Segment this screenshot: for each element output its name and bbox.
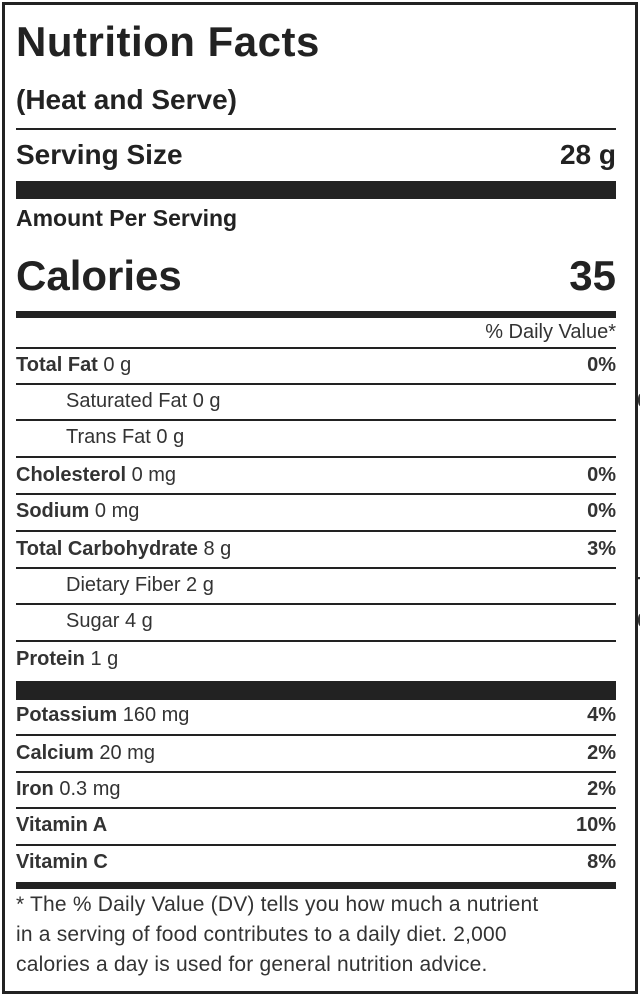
- nutrient-row: Total Carbohydrate 8 g 3%: [16, 534, 616, 564]
- nutrient-name: Protein: [16, 648, 85, 670]
- nutrient-row: Saturated Fat 0 g 0%: [16, 386, 640, 416]
- nutrient-amount: 8 g: [203, 538, 232, 560]
- daily-value: 10%: [575, 814, 616, 836]
- nutrient-name: Dietary Fiber: [66, 574, 181, 596]
- nutrient-name: Total Fat: [16, 354, 98, 376]
- nutrient-amount: 0 g: [103, 354, 132, 376]
- calories-value: 35: [569, 252, 616, 299]
- nutrient-amount: 160 mg: [122, 704, 190, 726]
- rule: [16, 640, 616, 642]
- nutrient-name: Total Carbohydrate: [16, 538, 198, 560]
- nutrient-amount: 0.3 mg: [59, 778, 121, 800]
- footnote-line: in a serving of food contributes to a da…: [16, 923, 507, 946]
- daily-value: 0%: [637, 606, 640, 636]
- nutrient-amount: 0 g: [192, 390, 221, 412]
- daily-value: 3%: [587, 538, 616, 560]
- serving-amount: 28 g: [559, 139, 616, 170]
- daily-value: 4%: [587, 704, 616, 726]
- nutrient-amount: 20 mg: [99, 742, 155, 764]
- rule: [16, 807, 616, 809]
- title: Nutrition Facts: [16, 18, 320, 65]
- nutrient-amount: 4 g: [124, 610, 153, 632]
- daily-value: 0%: [587, 464, 616, 486]
- nutrient-name: Iron: [16, 778, 54, 800]
- nutrient-amount: 0 mg: [94, 500, 140, 522]
- serving-label: Serving Size: [16, 139, 183, 170]
- nutrient-amount: 1 g: [90, 648, 119, 670]
- nutrient-name: Cholesterol: [16, 464, 127, 486]
- calories-label: Calories: [16, 252, 182, 299]
- rule: [16, 844, 616, 846]
- nutrient-row: Sugar 4 g 0%: [16, 606, 640, 636]
- rule: [16, 383, 616, 385]
- nutrient-amount: 0 g: [156, 426, 185, 448]
- rule: [16, 347, 616, 349]
- rule: [16, 567, 616, 569]
- nutrient-row: Sodium 0 mg 0%: [16, 496, 616, 526]
- daily-value: 2%: [587, 742, 616, 764]
- nutrient-row: Vitamin A 10%: [16, 810, 616, 840]
- nutrient-row: Total Fat 0 g 0%: [16, 350, 616, 380]
- nutrient-amount: 2 g: [186, 574, 214, 596]
- nutrient-name: Saturated Fat: [66, 390, 188, 412]
- daily-value: 0%: [587, 500, 616, 522]
- nutrient-row: Trans Fat 0 g: [16, 422, 640, 452]
- nutrient-name: Sodium: [16, 500, 90, 522]
- daily-value: 2%: [587, 778, 616, 800]
- footnote-line: calories a day is used for general nutri…: [16, 953, 488, 976]
- rule: [16, 771, 616, 773]
- nutrient-row: Calcium 20 mg 2%: [16, 738, 616, 768]
- amount-per-serving: Amount Per Serving: [16, 205, 238, 231]
- medium-bar: [16, 882, 616, 889]
- nutrient-row: Potassium 160 mg 4%: [16, 700, 616, 730]
- nutrient-name: Sugar: [66, 610, 120, 632]
- rule: [16, 419, 616, 421]
- nutrient-row: Iron 0.3 mg 2%: [16, 774, 616, 804]
- nutrient-name: Trans Fat: [66, 426, 151, 448]
- daily-value: 0%: [587, 354, 616, 376]
- rule: [16, 603, 616, 605]
- nutrient-row: Dietary Fiber 2 g 7%: [16, 570, 640, 600]
- daily-value: 7%: [637, 570, 640, 600]
- rule: [16, 128, 616, 130]
- thick-bar: [16, 181, 616, 199]
- daily-value: 8%: [587, 851, 616, 873]
- daily-value: 0%: [637, 386, 640, 416]
- rule: [16, 530, 616, 532]
- nutrient-amount: 0 mg: [131, 464, 177, 486]
- rule: [16, 734, 616, 736]
- rule: [16, 493, 616, 495]
- nutrient-row: Protein 1 g: [16, 644, 616, 674]
- footnote-line: * The % Daily Value (DV) tells you how m…: [16, 893, 539, 916]
- nutrient-name: Vitamin A: [16, 814, 108, 836]
- nutrient-row: Vitamin C 8%: [16, 847, 616, 877]
- subtitle: (Heat and Serve): [16, 84, 237, 115]
- nutrient-name: Vitamin C: [16, 851, 108, 873]
- nutrient-row: Cholesterol 0 mg 0%: [16, 460, 616, 490]
- nutrient-name: Calcium: [16, 742, 94, 764]
- medium-bar: [16, 311, 616, 318]
- daily-value-heading: % Daily Value*: [485, 321, 616, 343]
- thick-bar: [16, 681, 616, 700]
- nutrient-name: Potassium: [16, 704, 118, 726]
- rule: [16, 456, 616, 458]
